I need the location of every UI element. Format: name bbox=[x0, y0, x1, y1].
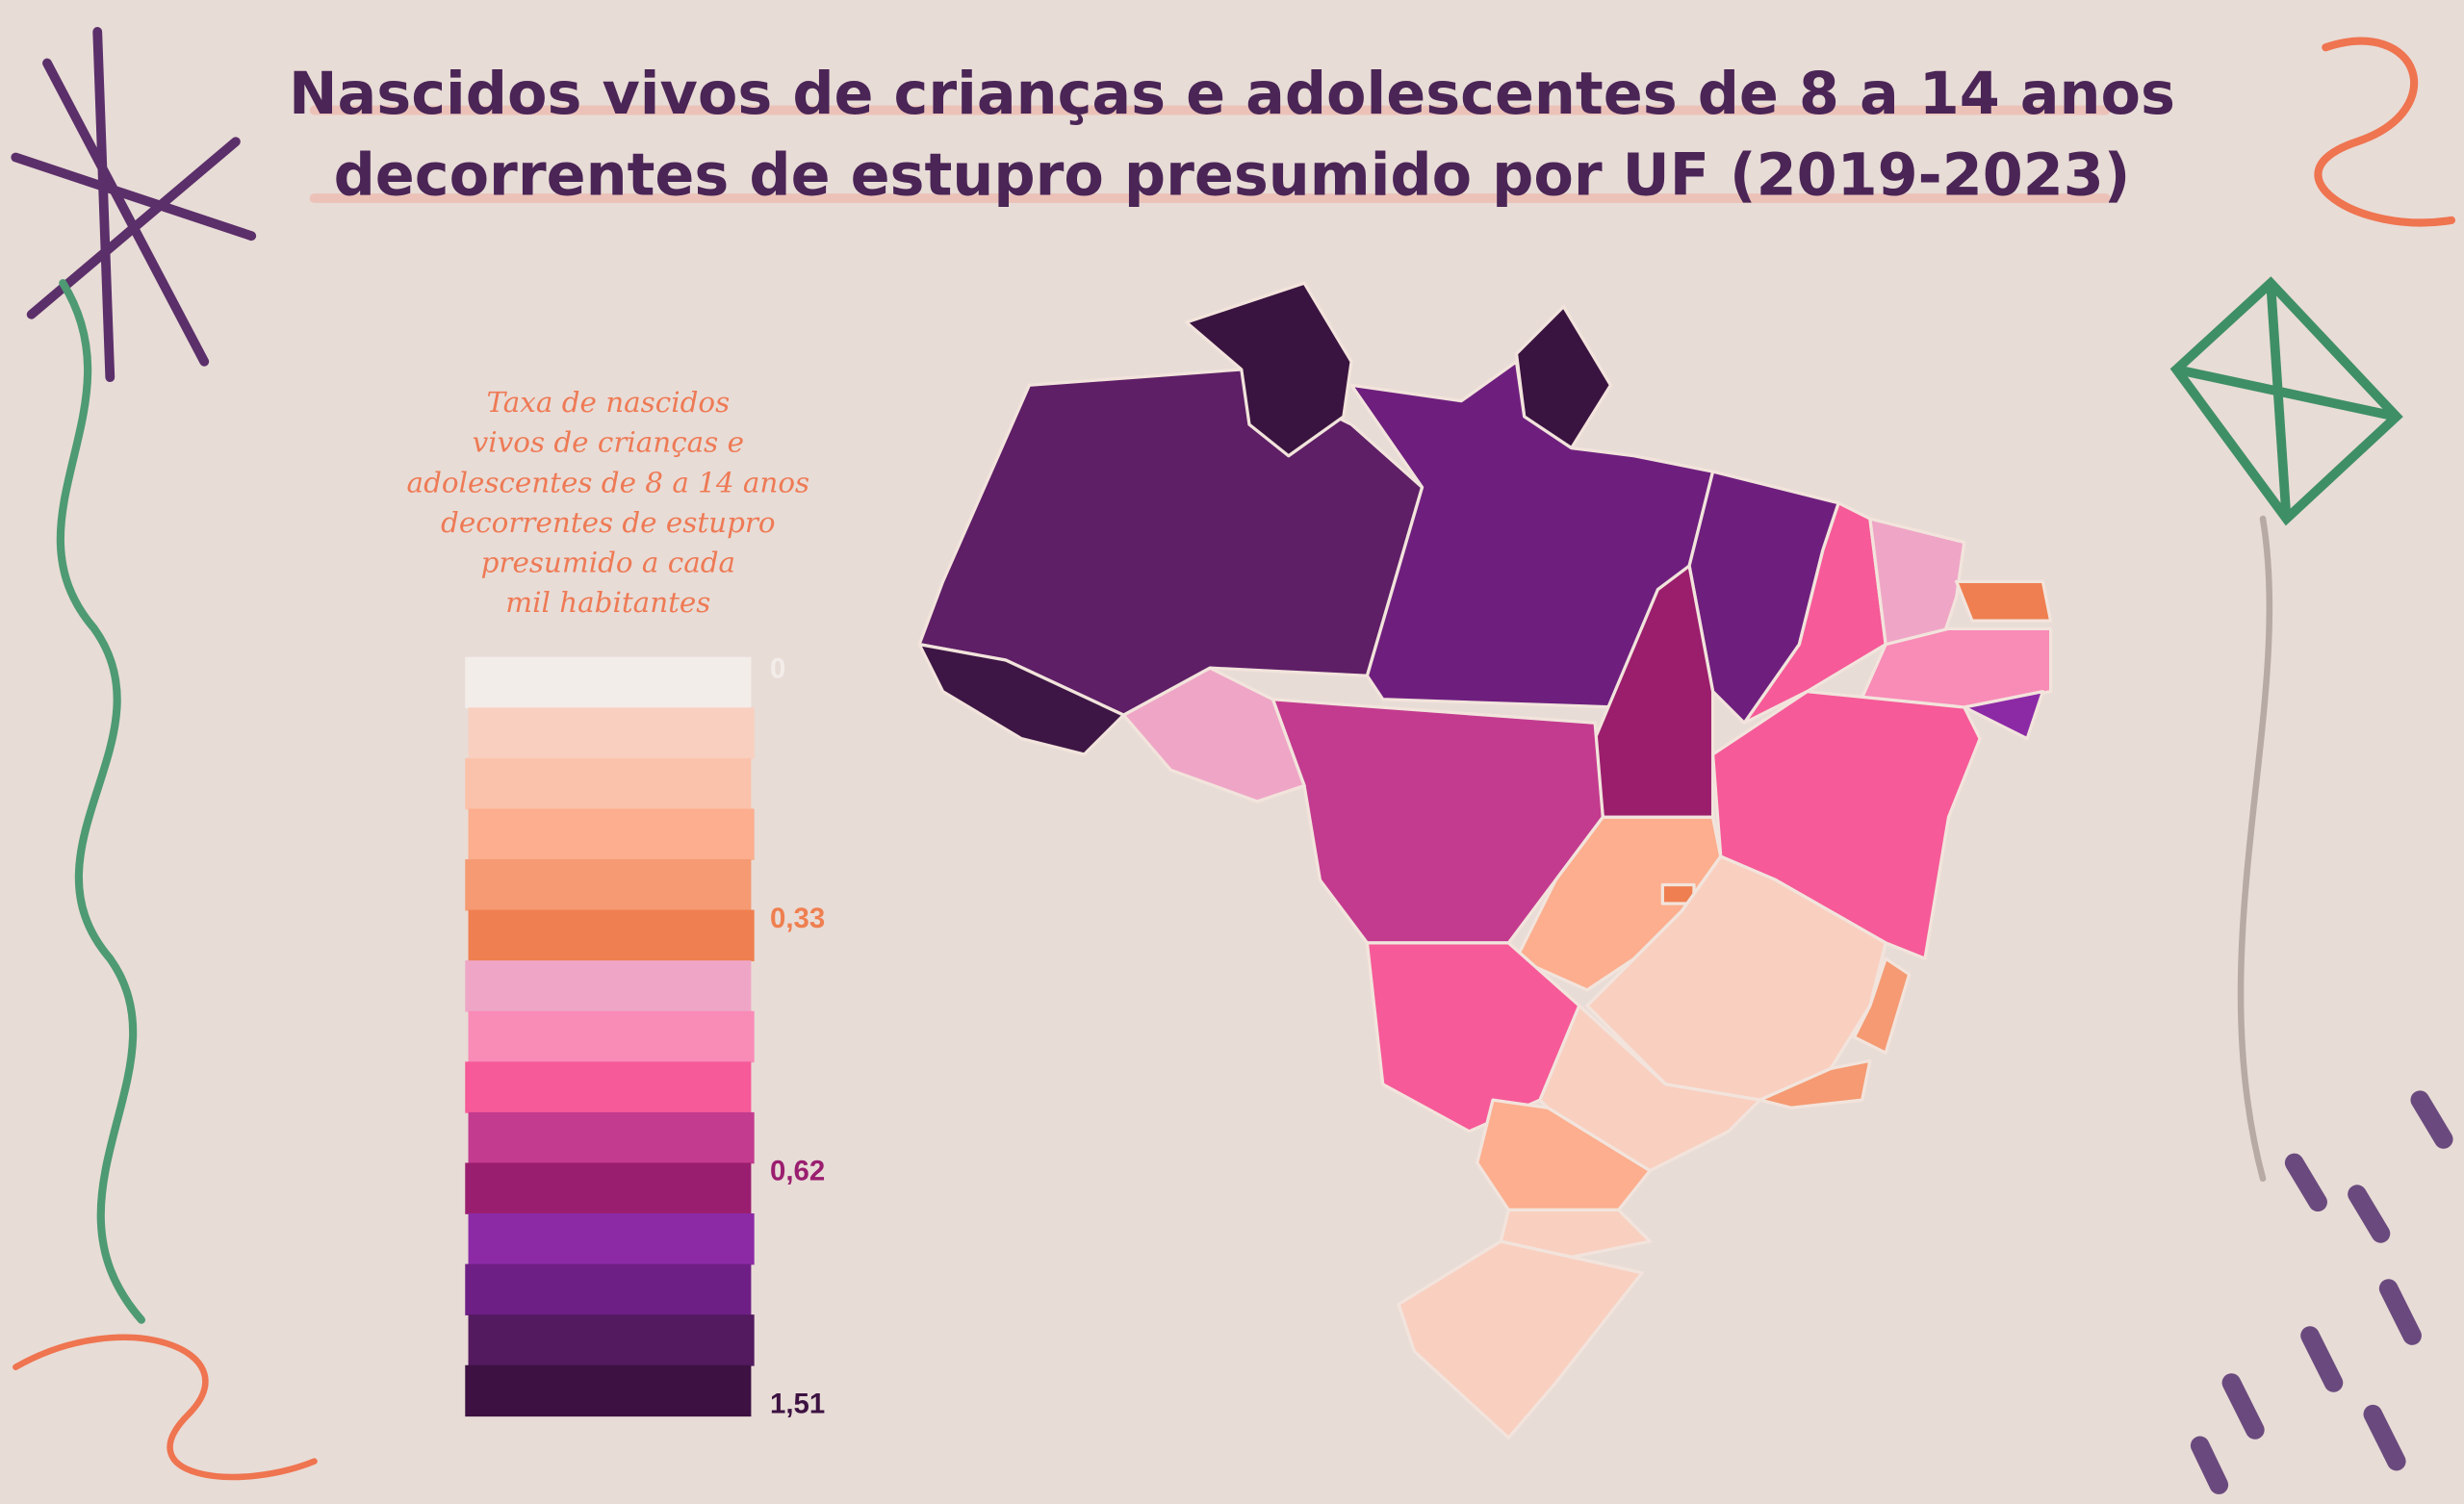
legend-swatch bbox=[468, 1314, 755, 1366]
legend-swatch bbox=[468, 1111, 755, 1164]
legend-tick-label: 0,62 bbox=[770, 1156, 825, 1187]
legend-title: presumido a cada bbox=[481, 547, 735, 579]
legend-swatch bbox=[468, 707, 755, 759]
legend-title: adolescentes de 8 a 14 anos bbox=[407, 466, 810, 498]
legend-tick-label: 0 bbox=[770, 652, 785, 684]
legend-swatch bbox=[465, 1061, 752, 1113]
legend-swatch bbox=[465, 1162, 752, 1214]
state bbox=[1955, 579, 2053, 623]
legend-title: decorrentes de estupro bbox=[441, 506, 776, 539]
legend-swatch bbox=[468, 1213, 755, 1265]
state bbox=[1397, 1239, 1644, 1440]
legend-swatch bbox=[465, 1263, 752, 1315]
legend-swatch bbox=[468, 808, 755, 860]
legend-swatch bbox=[465, 757, 752, 810]
legend-swatch bbox=[465, 1364, 752, 1417]
state bbox=[1121, 666, 1306, 803]
state bbox=[1758, 1058, 1872, 1109]
state bbox=[1499, 1208, 1652, 1260]
state bbox=[1963, 690, 2045, 741]
decorations bbox=[11, 27, 2456, 1494]
legend-swatch bbox=[465, 656, 752, 709]
legend-swatch bbox=[465, 859, 752, 911]
state bbox=[1710, 690, 1982, 960]
legend-tick-label: 0,33 bbox=[770, 903, 825, 934]
legend-swatch bbox=[468, 909, 755, 961]
legend-swatch bbox=[465, 960, 752, 1012]
legend-title: Taxa de nascidos bbox=[486, 386, 730, 419]
legend-swatch bbox=[468, 1010, 755, 1063]
legend: Taxa de nascidos vivos de crianças e adole… bbox=[407, 386, 826, 1420]
legend-tick-label: 1,51 bbox=[770, 1389, 825, 1420]
map bbox=[917, 281, 2053, 1440]
state bbox=[1868, 517, 1966, 647]
state bbox=[1852, 956, 1912, 1055]
state bbox=[1185, 281, 1353, 458]
title: Nascidos vivos de crianças e adolescente… bbox=[289, 61, 2175, 128]
state bbox=[917, 643, 1125, 756]
title: decorrentes de estupro presumido por UF … bbox=[334, 142, 2131, 210]
legend-title: vivos de crianças e bbox=[473, 426, 744, 459]
legend-title: mil habitantes bbox=[505, 586, 710, 619]
